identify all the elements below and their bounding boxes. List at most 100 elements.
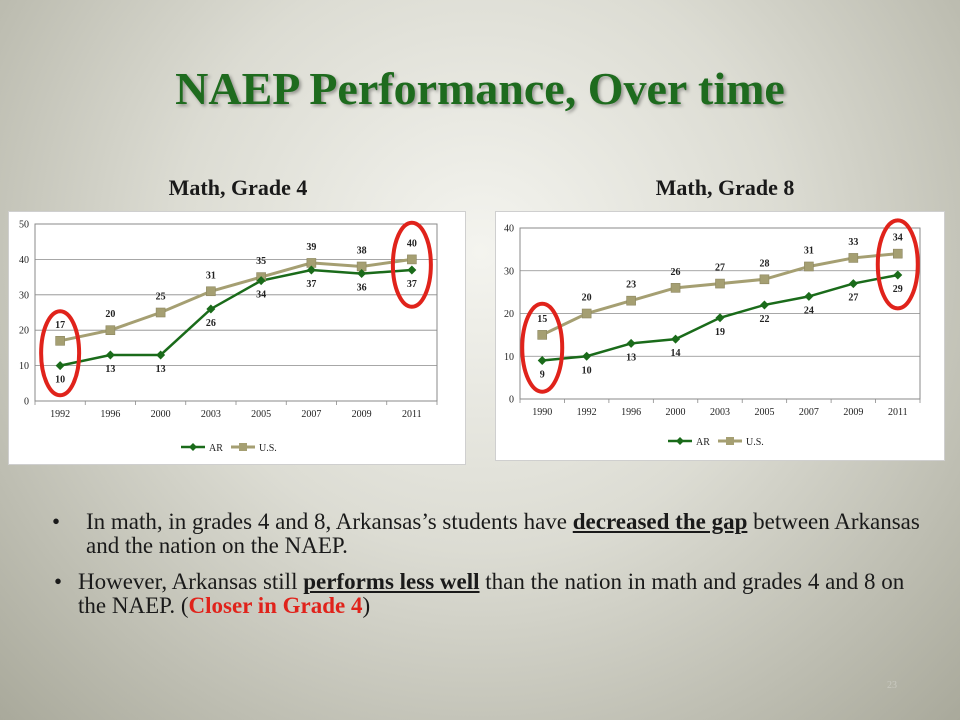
data-label-us: 38 [357, 245, 367, 256]
highlight-circle [39, 309, 82, 398]
x-tick-label: 2007 [301, 409, 321, 420]
series-line-ar [59, 268, 412, 367]
x-tick-label: 1992 [50, 409, 70, 420]
data-point-us [670, 283, 681, 293]
y-tick-label: 50 [19, 220, 29, 231]
bullet-emphasis-performs-less-well: performs less well [303, 569, 480, 594]
data-label-ar: 26 [206, 318, 216, 329]
data-label-ar: 9 [540, 370, 545, 381]
data-label-us: 20 [105, 309, 115, 320]
data-label-ar: 19 [715, 327, 725, 338]
data-label-us: 20 [582, 293, 592, 304]
data-point-us [206, 286, 216, 297]
data-label-us: 33 [848, 237, 858, 248]
data-label-ar: 24 [804, 305, 814, 316]
x-tick-label: 2009 [352, 409, 372, 420]
bullet-marker: • [54, 569, 63, 594]
legend-marker-ar [189, 443, 197, 451]
data-label-ar: 36 [357, 283, 367, 294]
data-label-us: 27 [715, 263, 725, 274]
chart-title-grade8: Math, Grade 8 [655, 175, 795, 200]
data-label-ar: 10 [582, 365, 592, 376]
x-tick-label: 1996 [621, 407, 641, 418]
data-point-ar [206, 304, 216, 314]
data-label-us: 23 [626, 280, 636, 291]
y-tick-label: 0 [24, 397, 29, 408]
data-point-us [407, 254, 417, 265]
y-tick-label: 30 [504, 266, 514, 277]
data-point-ar [582, 351, 592, 361]
legend-marker-us [726, 437, 734, 445]
bullet-item-performance: • However, Arkansas still performs less w… [54, 570, 932, 618]
data-point-ar [626, 338, 636, 348]
slide-title: NAEP Performance, Over time [175, 63, 785, 114]
data-label-ar: 13 [626, 352, 636, 363]
data-point-ar [55, 361, 65, 371]
plot-area [34, 223, 438, 402]
x-tick-label: 2011 [888, 407, 908, 418]
data-point-ar [256, 276, 266, 286]
data-label-us: 34 [893, 233, 903, 244]
chart-title-grade4: Math, Grade 4 [168, 175, 308, 200]
x-tick-label: 2005 [251, 409, 271, 420]
data-label-ar: 37 [306, 279, 316, 290]
data-point-us [55, 336, 65, 346]
data-point-ar [893, 270, 903, 280]
data-point-ar [156, 350, 166, 360]
data-label-us: 31 [206, 270, 216, 281]
legend-label-ar: AR [209, 443, 223, 454]
y-tick-label: 20 [19, 326, 29, 337]
highlight-circle [520, 301, 565, 394]
chart-grade8-svg: 0 10 20 30 40 1990 1992 1996 2000 2003 2005 2007 200… [504, 218, 921, 448]
data-label-us: 28 [759, 258, 769, 269]
highlight-circle [875, 218, 920, 311]
bullet-text: ) [362, 593, 371, 618]
data-point-us [892, 248, 903, 259]
data-point-ar [407, 265, 417, 275]
data-label-ar: 13 [105, 364, 115, 375]
chart-grade4-svg: 0 10 20 30 40 50 1992 1996 2000 2003 2005 2007 2009 2… [19, 220, 438, 454]
data-point-us [848, 253, 859, 263]
chart-grade4: 0 10 20 30 40 50 1992 1996 2000 2003 2005 2007 2009 2… [8, 211, 466, 465]
data-point-us [715, 278, 725, 289]
data-point-ar [105, 350, 115, 360]
x-tick-label: 2009 [843, 407, 863, 418]
bullet-item-gap: • In math, in grades 4 and 8, Arkansas’s … [52, 510, 932, 558]
x-tick-label: 1990 [532, 407, 552, 418]
data-point-ar [715, 313, 725, 323]
y-tick-label: 0 [509, 395, 514, 406]
x-tick-label: 2000 [666, 407, 686, 418]
chart-grade8: 0 10 20 30 40 1990 1992 1996 2000 2003 2005 2007 200… [495, 211, 945, 461]
x-tick-label: 1996 [100, 409, 120, 420]
data-label-us: 26 [671, 267, 681, 278]
data-point-ar [804, 291, 814, 301]
y-tick-label: 20 [504, 309, 514, 320]
legend-label-us: U.S. [259, 443, 277, 454]
legend-label-ar: AR [696, 437, 710, 448]
y-tick-label: 10 [19, 361, 29, 372]
bullet-marker: • [52, 509, 61, 534]
x-tick-label: 2011 [402, 409, 422, 420]
x-tick-label: 2003 [201, 409, 221, 420]
data-label-ar: 13 [156, 364, 166, 375]
data-point-ar [357, 269, 367, 279]
data-label-ar: 34 [256, 290, 266, 301]
data-label-ar: 27 [848, 293, 858, 304]
data-point-us [105, 325, 116, 335]
data-point-us [155, 307, 166, 318]
y-tick-label: 40 [504, 224, 514, 235]
data-point-ar [537, 356, 547, 366]
data-point-us [537, 330, 548, 340]
highlight-circle [390, 220, 433, 309]
data-point-us [804, 261, 814, 272]
x-tick-label: 2007 [799, 407, 819, 418]
data-point-us [626, 295, 636, 306]
page-number: 23 [887, 680, 897, 691]
data-point-ar [671, 334, 681, 344]
data-label-ar: 10 [55, 375, 65, 386]
legend-label-us: U.S. [746, 437, 764, 448]
data-label-us: 25 [156, 292, 166, 303]
data-label-us: 40 [407, 238, 417, 249]
series-line-us [59, 257, 413, 343]
data-label-us: 15 [537, 314, 547, 325]
